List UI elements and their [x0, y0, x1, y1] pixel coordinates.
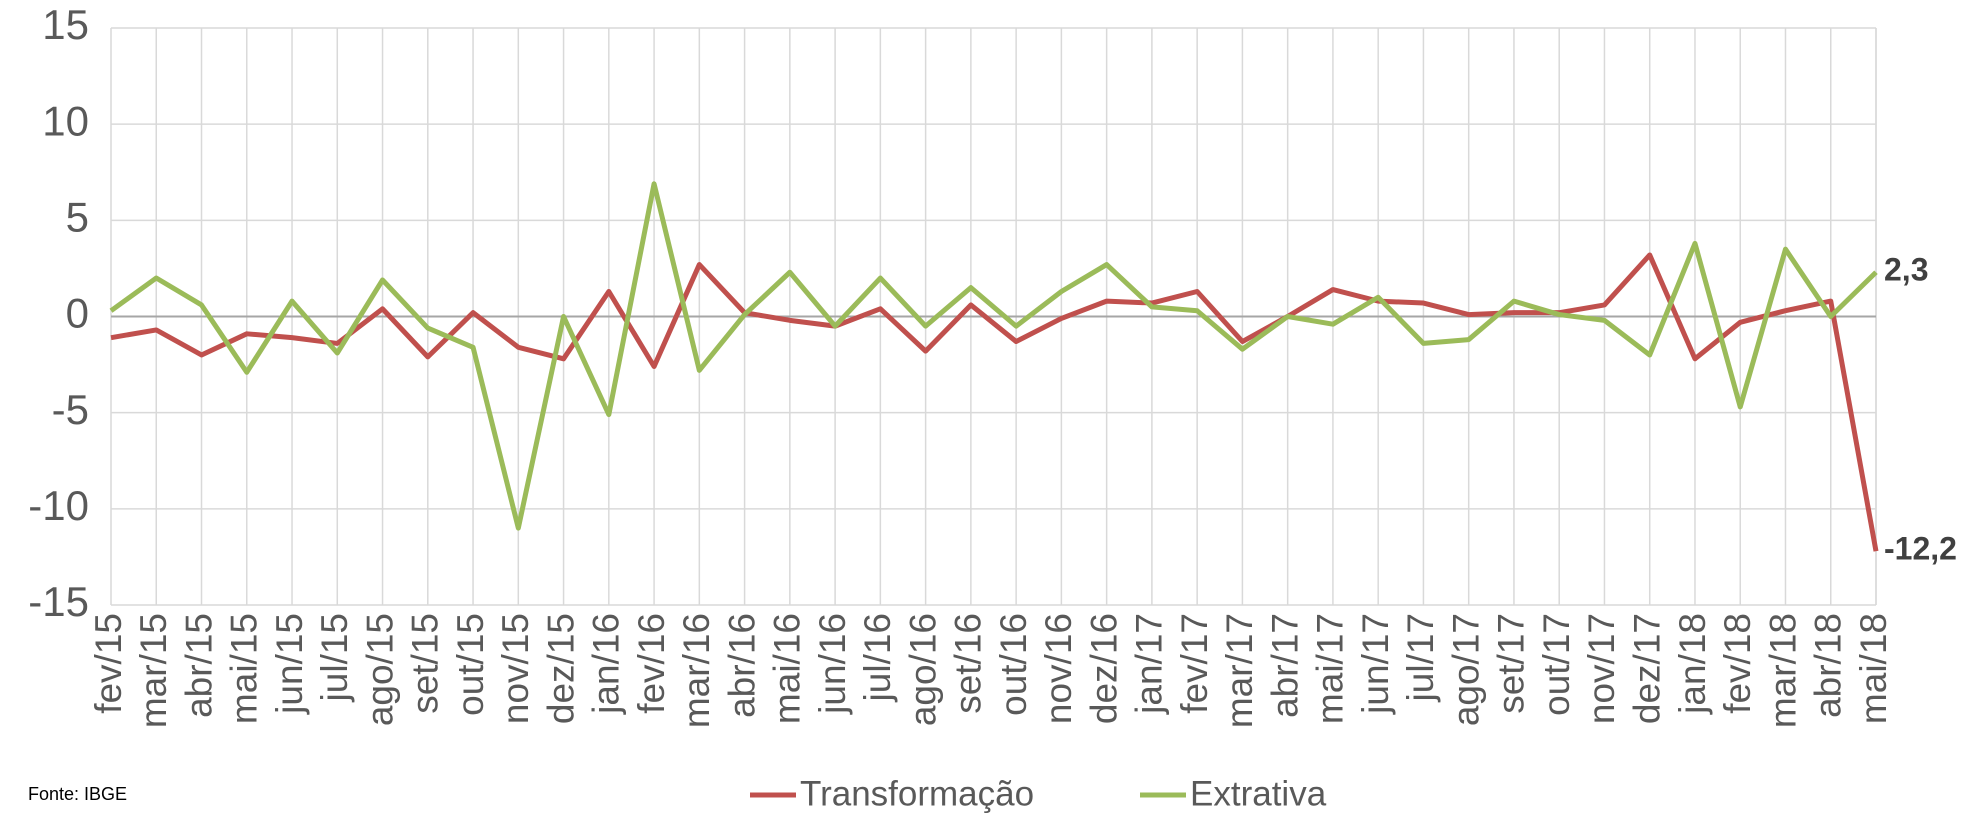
- x-tick-label: out/17: [1536, 613, 1577, 716]
- x-tick-label: fev/16: [631, 613, 672, 714]
- x-tick-label: ago/17: [1445, 613, 1486, 726]
- x-tick-label: dez/15: [540, 613, 581, 724]
- x-tick-label: out/16: [993, 613, 1034, 716]
- y-tick-label: 0: [66, 290, 89, 337]
- series-line: [109, 181, 1878, 531]
- x-tick-label: mar/16: [676, 613, 717, 728]
- x-tick-label: ago/16: [902, 613, 943, 726]
- x-tick-label: out/15: [450, 613, 491, 716]
- x-tick-label: nov/17: [1581, 613, 1622, 724]
- x-tick-label: jun/17: [1355, 613, 1396, 715]
- x-tick-label: jan/18: [1672, 613, 1713, 715]
- x-tick-label: mai/16: [767, 613, 808, 724]
- x-tick-label: jul/17: [1400, 613, 1441, 702]
- x-tick-label: set/17: [1491, 613, 1532, 714]
- x-tick-label: jan/16: [586, 613, 627, 715]
- y-tick-label: 5: [66, 193, 89, 240]
- x-tick-label: mar/17: [1219, 613, 1260, 728]
- y-tick-label: 15: [42, 1, 89, 48]
- x-tick-label: abr/17: [1264, 613, 1305, 718]
- x-tick-label: nov/16: [1038, 613, 1079, 724]
- x-tick-label: jul/15: [314, 613, 355, 702]
- x-tick-label: mai/15: [224, 613, 265, 724]
- x-tick-label: ago/15: [359, 613, 400, 726]
- y-tick-label: 10: [42, 97, 89, 144]
- x-tick-label: abr/15: [178, 613, 219, 718]
- x-tick-label: jan/17: [1129, 613, 1170, 715]
- data-label: -12,2: [1884, 531, 1957, 567]
- x-tick-label: mar/18: [1762, 613, 1803, 728]
- x-tick-label: jun/15: [269, 613, 310, 715]
- x-tick-label: jun/16: [812, 613, 853, 715]
- x-tick-label: dez/16: [1083, 613, 1124, 724]
- y-tick-label: -15: [28, 578, 89, 625]
- x-tick-label: fev/18: [1717, 613, 1758, 714]
- x-tick-label: abr/18: [1808, 613, 1849, 718]
- series-line: [110, 252, 1879, 552]
- x-tick-label: fev/15: [88, 613, 129, 714]
- x-tick-label: nov/15: [495, 613, 536, 724]
- x-tick-label: abr/16: [721, 613, 762, 718]
- data-label: 2,3: [1884, 252, 1928, 288]
- y-tick-label: -5: [52, 386, 89, 433]
- x-tick-label: mar/15: [133, 613, 174, 728]
- y-tick-label: -10: [28, 482, 89, 529]
- x-tick-label: set/16: [948, 613, 989, 714]
- x-tick-label: jul/16: [857, 613, 898, 702]
- legend-label: Extrativa: [1190, 774, 1327, 813]
- x-tick-label: fev/17: [1174, 613, 1215, 714]
- x-tick-label: mai/18: [1853, 613, 1894, 724]
- x-tick-label: dez/17: [1626, 613, 1667, 724]
- legend-label: Transformação: [800, 774, 1034, 813]
- source-note: Fonte: IBGE: [28, 784, 127, 804]
- x-tick-label: set/15: [405, 613, 446, 714]
- x-tick-label: mai/17: [1310, 613, 1351, 724]
